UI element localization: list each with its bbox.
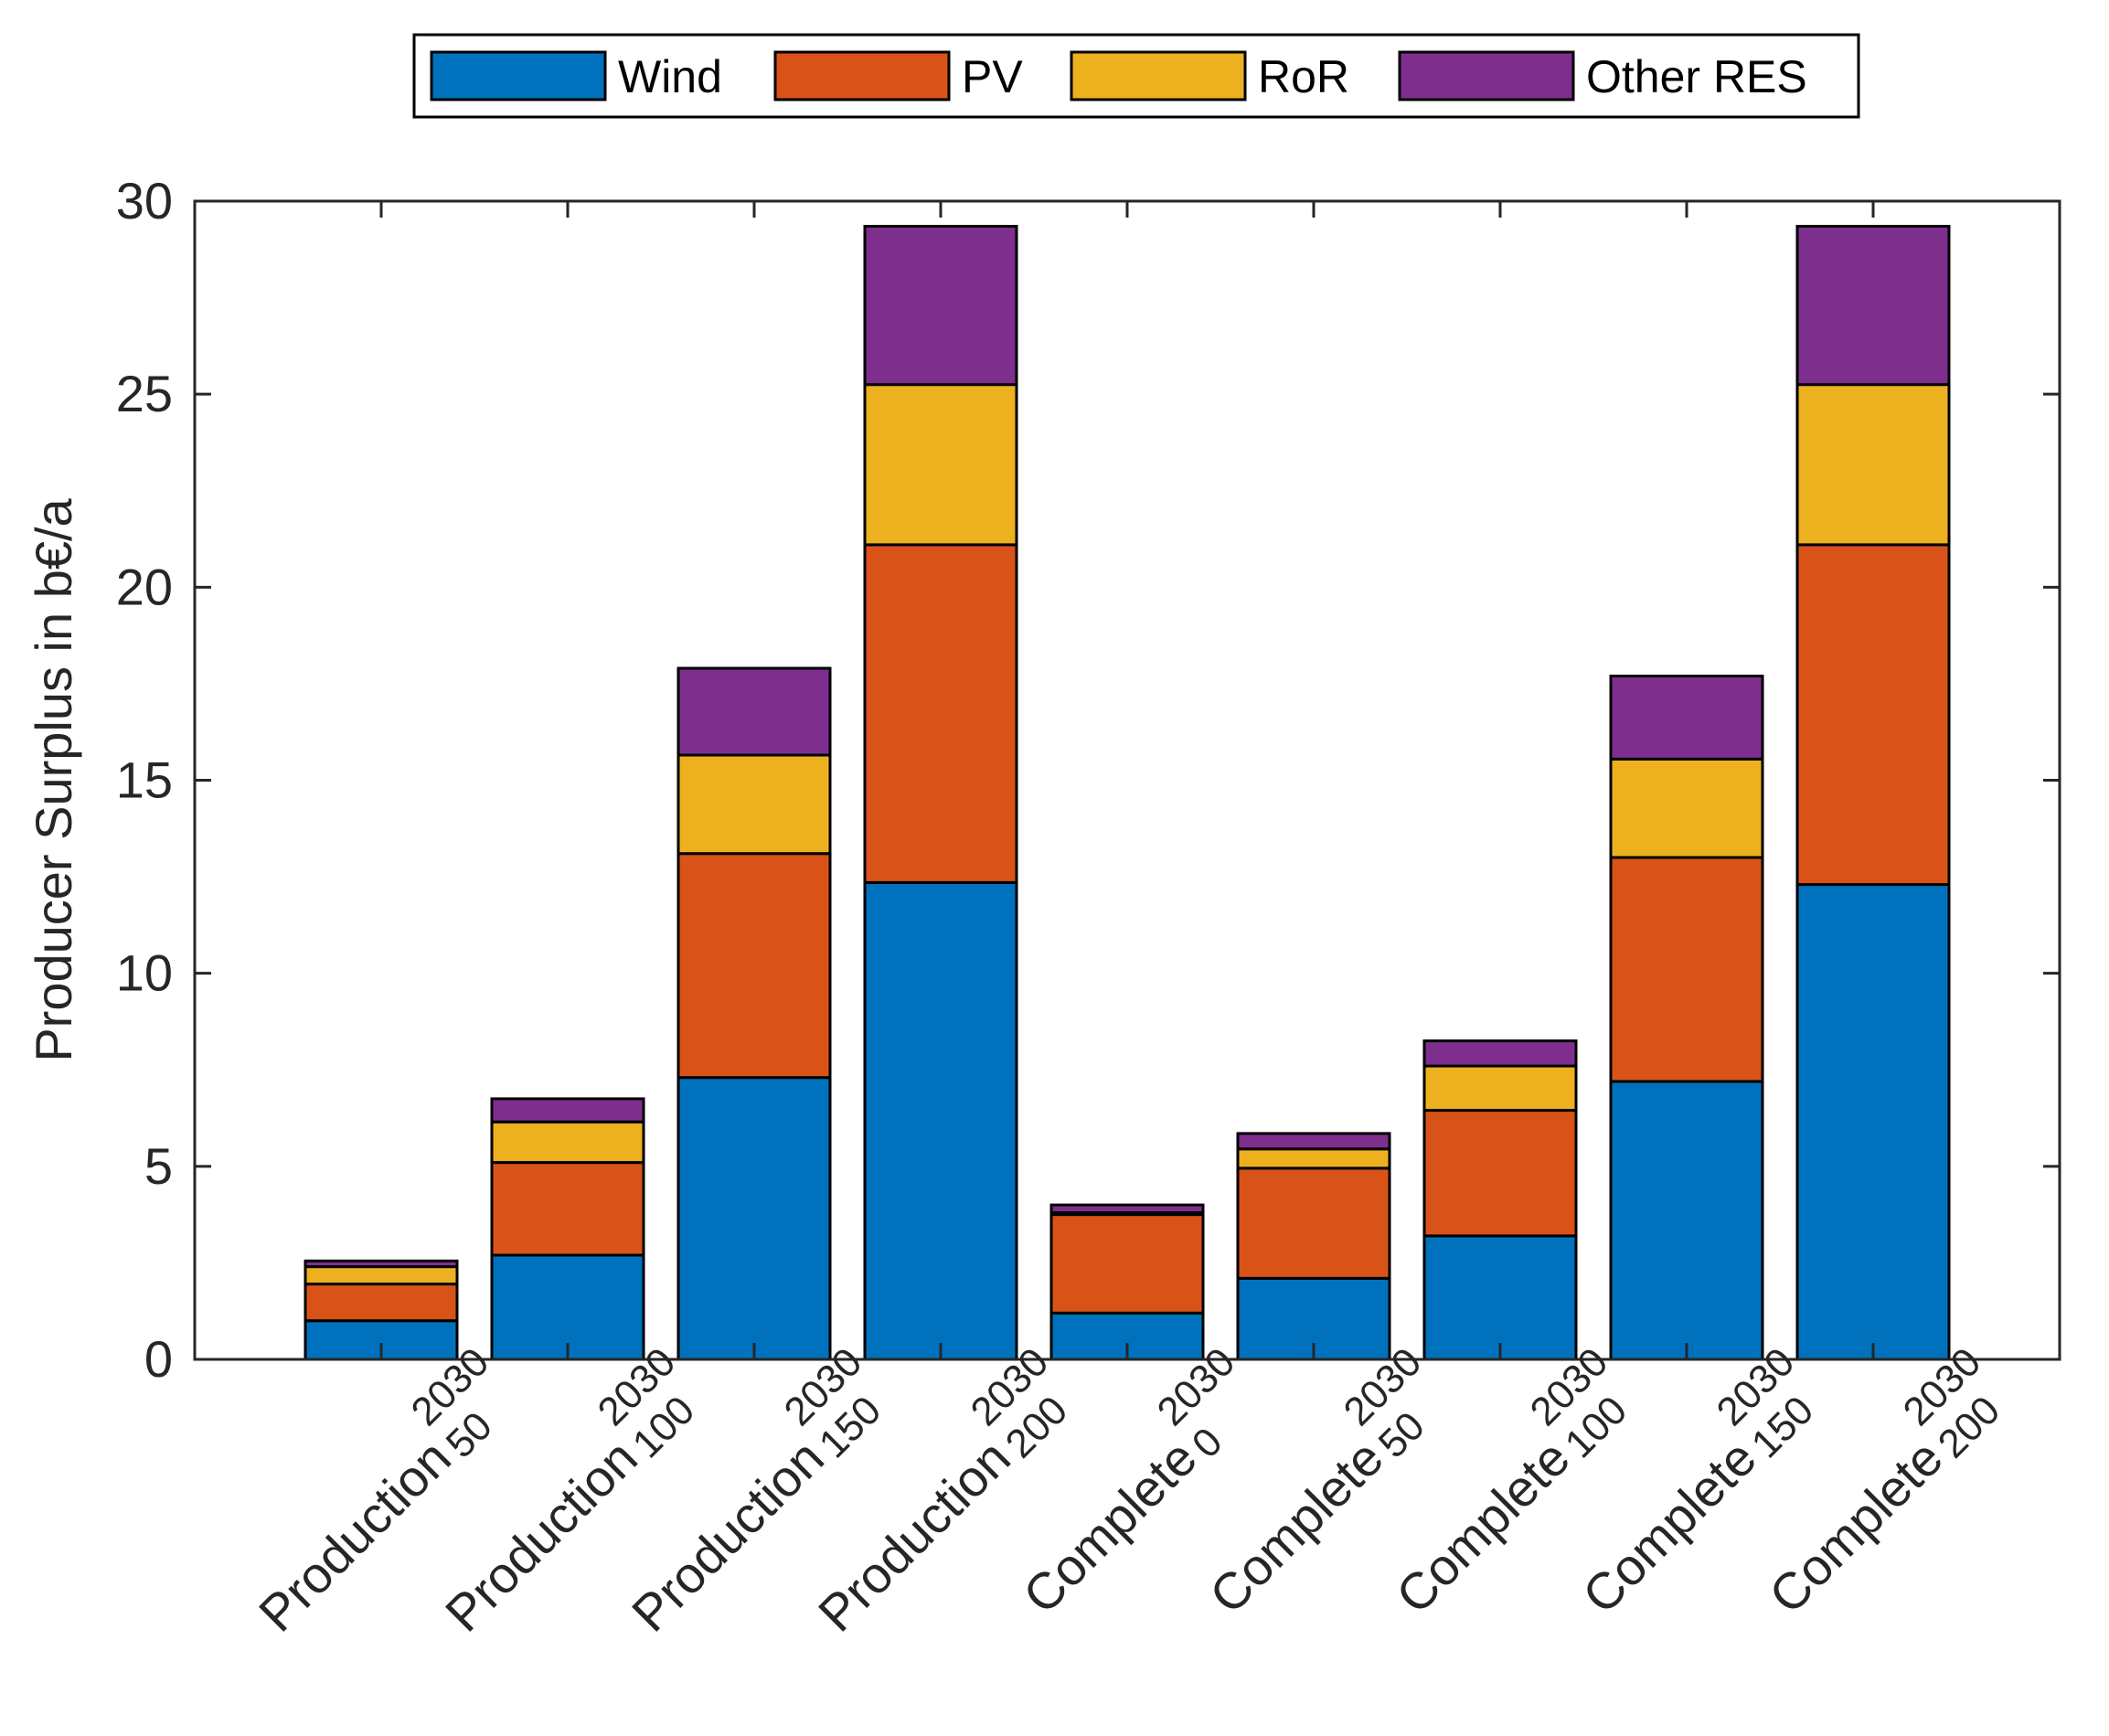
- y-tick-label: 5: [144, 1137, 173, 1195]
- y-axis-title: Producer Surplus in b€/a: [25, 497, 82, 1061]
- legend-label: PV: [962, 51, 1023, 102]
- legend-label: Wind: [618, 51, 722, 102]
- bar-segment-ror: [676, 753, 832, 856]
- legend-entry-pv: PV: [773, 50, 1023, 102]
- bar-segment-other-res: [1236, 1132, 1391, 1151]
- bar-stack: [490, 1097, 645, 1361]
- legend-entry-wind: Wind: [430, 50, 722, 102]
- bar-stack: [676, 666, 832, 1361]
- x-category-main: Production: [248, 1429, 462, 1643]
- bar-segment-pv: [863, 543, 1018, 884]
- legend-entry-other-res: Other RES: [1398, 50, 1807, 102]
- bar-stack: [304, 1259, 459, 1361]
- bar-stack: [1236, 1132, 1391, 1361]
- bar-segment-ror: [1422, 1064, 1578, 1113]
- plot-area: [195, 201, 2060, 1359]
- bar-stack: [1795, 225, 1951, 1361]
- bar-segment-other-res: [1049, 1203, 1205, 1214]
- bar-stack: [863, 225, 1018, 1361]
- y-axis-title-group: Producer Surplus in b€/a: [25, 497, 82, 1061]
- bar-segment-ror: [1236, 1147, 1391, 1170]
- bar-segment-other-res: [863, 225, 1018, 387]
- bar-segment-wind: [1609, 1080, 1764, 1361]
- y-tick-label: 20: [116, 558, 173, 615]
- legend-swatch: [430, 50, 607, 101]
- bar-segment-ror: [1609, 757, 1764, 859]
- bar-segment-other-res: [1422, 1039, 1578, 1068]
- bar-segment-other-res: [304, 1259, 459, 1269]
- bar-stack: [1422, 1039, 1578, 1361]
- y-tick-label: 15: [116, 751, 173, 809]
- x-category-main: Complete: [1571, 1429, 1767, 1624]
- legend-entry-ror: RoR: [1070, 50, 1349, 102]
- bar-segment-pv: [1422, 1109, 1578, 1238]
- y-tick-label: 30: [116, 172, 173, 229]
- bar-stack: [1609, 675, 1764, 1361]
- legend: Wind PV RoR Other RES: [412, 33, 1860, 119]
- bar-segment-other-res: [1609, 675, 1764, 761]
- bar-segment-other-res: [490, 1097, 645, 1124]
- bar-segment-pv: [490, 1161, 645, 1257]
- x-axis-category-labels: Production203050Production2030100Product…: [248, 1339, 2008, 1643]
- bar-segment-ror: [490, 1120, 645, 1165]
- bar-stack: [1049, 1203, 1205, 1361]
- bar-segment-ror: [304, 1265, 459, 1286]
- legend-swatch: [1070, 50, 1247, 101]
- bar-segment-pv: [304, 1283, 459, 1323]
- bar-segment-pv: [1049, 1213, 1205, 1315]
- y-tick-label: 10: [116, 944, 173, 1002]
- bar-segment-other-res: [1795, 225, 1951, 387]
- bar-segment-pv: [676, 852, 832, 1080]
- y-tick-label: 25: [116, 365, 173, 422]
- bar-segment-pv: [1236, 1166, 1391, 1280]
- bar-segment-ror: [1795, 383, 1951, 547]
- plot-background: [195, 201, 2060, 1359]
- bar-segment-wind: [863, 880, 1018, 1361]
- bars-layer: [304, 225, 1951, 1361]
- bar-segment-wind: [1795, 883, 1951, 1361]
- bar-segment-ror: [863, 383, 1018, 547]
- x-category-main: Complete: [1758, 1429, 1954, 1624]
- legend-swatch: [773, 50, 951, 101]
- y-axis-ticks: 0 5 10 15 20 25 30: [116, 172, 2060, 1388]
- x-category-main: Complete: [1012, 1429, 1208, 1624]
- y-tick-label: 0: [144, 1330, 173, 1388]
- legend-label: RoR: [1258, 51, 1349, 102]
- x-category-main: Complete: [1198, 1429, 1394, 1624]
- legend-label: Other RES: [1586, 51, 1807, 102]
- bar-segment-other-res: [676, 666, 832, 757]
- bar-segment-wind: [1422, 1234, 1578, 1361]
- legend-swatch: [1398, 50, 1575, 101]
- bar-segment-wind: [676, 1076, 832, 1361]
- bar-segment-pv: [1795, 543, 1951, 887]
- x-category-main: Complete: [1385, 1429, 1581, 1624]
- bar-segment-pv: [1609, 856, 1764, 1083]
